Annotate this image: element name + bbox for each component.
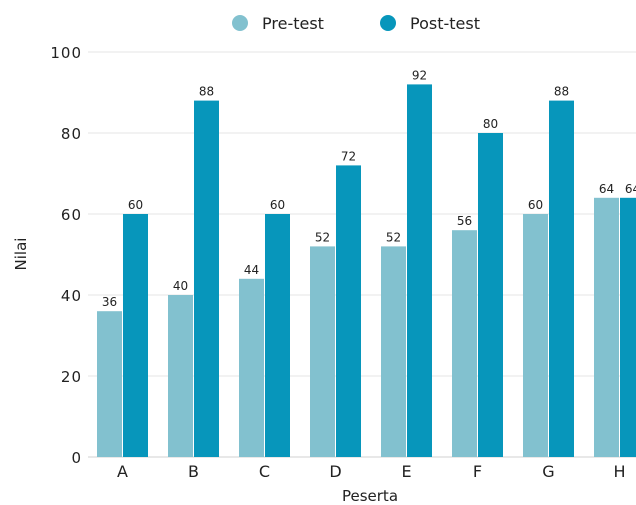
bar-pre-test-C (239, 278, 264, 457)
y-tick-label-40: 40 (61, 287, 82, 305)
bar-pre-test-D (310, 246, 335, 457)
data-label-post-test-F: 80 (483, 117, 498, 131)
data-label-pre-test-G: 60 (528, 198, 543, 212)
data-label-pre-test-A: 36 (102, 295, 117, 309)
legend: Pre-test Post-test (232, 14, 480, 33)
legend-label-pre-test: Pre-test (262, 14, 324, 33)
legend-marker-pre-test (232, 15, 248, 31)
data-label-pre-test-H: 64 (599, 182, 614, 196)
bar-post-test-B (194, 100, 219, 457)
y-tick-label-20: 20 (61, 368, 82, 386)
bar-pre-test-E (381, 246, 406, 457)
bar-post-test-F (478, 133, 503, 457)
bar-pre-test-H (594, 197, 619, 458)
bar-pre-test-B (168, 295, 193, 457)
data-label-post-test-B: 88 (199, 85, 214, 99)
bar-post-test-C (265, 214, 290, 457)
bar-post-test-H (620, 197, 636, 458)
bar-pre-test-G (523, 214, 548, 457)
legend-label-post-test: Post-test (410, 14, 480, 33)
y-axis-title: Nilai (12, 238, 30, 271)
x-tick-label-C: C (259, 462, 270, 481)
bar-pre-test-F (452, 230, 477, 457)
data-label-post-test-A: 60 (128, 198, 143, 212)
data-label-post-test-E: 92 (412, 68, 427, 82)
x-tick-label-E: E (401, 462, 411, 481)
x-tick-label-A: A (117, 462, 128, 481)
data-label-post-test-H: 64 (625, 182, 636, 196)
x-tick-label-D: D (329, 462, 341, 481)
bar-post-test-E (407, 84, 432, 458)
bar-post-test-D (336, 165, 361, 457)
y-axis-ticks: 0 20 40 60 80 100 (50, 44, 82, 467)
x-tick-label-F: F (473, 462, 482, 481)
y-tick-label-0: 0 (71, 449, 82, 467)
bars (97, 84, 636, 458)
bar-pre-test-A (97, 311, 122, 457)
x-tick-label-B: B (188, 462, 199, 481)
data-label-pre-test-F: 56 (457, 214, 472, 228)
data-label-pre-test-D: 52 (315, 230, 330, 244)
data-labels: 36 60 40 88 44 60 52 72 52 92 56 80 60 88 64 64 (102, 68, 636, 309)
bar-post-test-A (123, 214, 148, 457)
y-tick-label-60: 60 (61, 206, 82, 224)
data-label-post-test-C: 60 (270, 198, 285, 212)
legend-marker-post-test (380, 15, 396, 31)
x-tick-label-G: G (542, 462, 554, 481)
data-label-post-test-G: 88 (554, 85, 569, 99)
data-label-pre-test-C: 44 (244, 263, 259, 277)
x-axis-ticks: A B C D E F G H (117, 462, 625, 481)
data-label-pre-test-E: 52 (386, 230, 401, 244)
data-label-post-test-D: 72 (341, 149, 356, 163)
x-tick-label-H: H (613, 462, 625, 481)
bar-post-test-G (549, 100, 574, 457)
data-label-pre-test-B: 40 (173, 279, 188, 293)
y-tick-label-80: 80 (61, 125, 82, 143)
y-tick-label-100: 100 (50, 44, 82, 62)
x-axis-title: Peserta (342, 487, 398, 505)
